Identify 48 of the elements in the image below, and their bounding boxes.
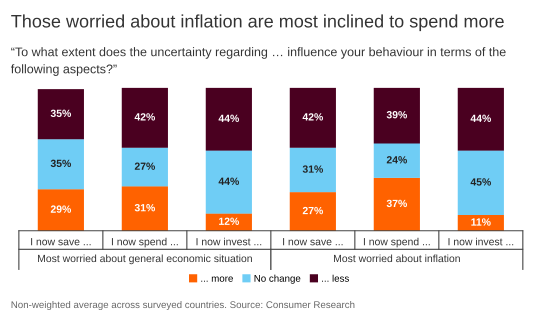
data-label: 37% [386, 200, 407, 208]
bar [206, 88, 252, 151]
data-label: 44% [218, 178, 239, 185]
data-label: 24% [386, 156, 407, 164]
data-label: 39% [386, 111, 407, 118]
data-label: 11% [471, 218, 491, 226]
legend-label: No change [254, 274, 300, 284]
data-label: 12% [219, 218, 239, 225]
x-tick-label: I now invest ... [448, 238, 514, 246]
legend-label: ... more [201, 276, 233, 282]
bar [122, 186, 168, 231]
data-label: 27% [302, 206, 323, 214]
bar [374, 178, 420, 231]
data-label: 44% [218, 114, 239, 122]
bar [458, 150, 504, 216]
text: Most worried about general economic situation [38, 254, 252, 264]
chart-title: Those worried about inflation are most inclined to spend more [11, 14, 504, 32]
data-label: 44% [470, 114, 491, 122]
bar [38, 139, 84, 190]
bar [122, 88, 168, 148]
data-label: 27% [134, 162, 156, 170]
bar [206, 150, 252, 214]
text: Most worried about inflation [334, 254, 460, 262]
data-label: 29% [50, 205, 72, 213]
text: Non-weighted average across surveyed countries. Source: Consumer Research [12, 300, 354, 310]
legend-label: ... less [322, 274, 349, 282]
data-label: 42% [134, 113, 156, 121]
bar [290, 148, 336, 192]
bar [122, 148, 168, 186]
data-label: 35% [50, 110, 72, 118]
chart-subtitle: “To what extent does the uncertainty regarding … influence your behaviour in terms of the following aspects?” [10, 47, 506, 76]
data-label: 31% [134, 204, 156, 212]
data-label: 42% [302, 113, 323, 121]
x-tick-label: I now save ... [283, 238, 343, 246]
bar [38, 189, 84, 231]
data-label: 35% [50, 160, 72, 168]
x-tick-label: I now spend ... [112, 238, 178, 248]
x-tick-label: I now spend ... [364, 238, 430, 248]
bar [374, 88, 420, 144]
bar [290, 192, 336, 231]
data-label: 31% [302, 165, 323, 173]
bar [374, 144, 420, 178]
bar [290, 88, 336, 148]
x-tick-label: I now invest ... [196, 238, 262, 246]
x-tick-label: I now save ... [31, 238, 91, 246]
data-label: 45% [470, 178, 491, 186]
bar [458, 88, 504, 151]
bar [38, 89, 84, 140]
